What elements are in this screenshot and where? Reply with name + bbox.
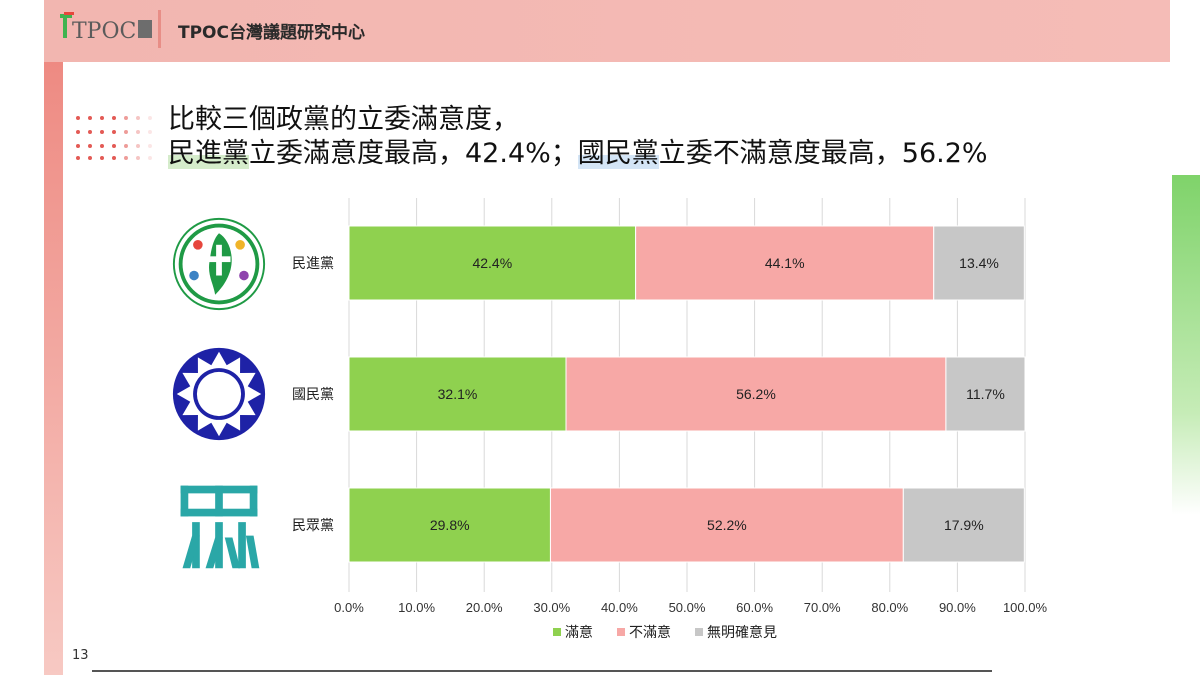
left-margin xyxy=(0,0,44,675)
data-label: 44.1% xyxy=(765,255,805,271)
x-tick-label: 0.0% xyxy=(334,600,364,615)
highlight-dpp: 民進黨 xyxy=(168,138,249,169)
x-tick-label: 60.0% xyxy=(736,600,773,615)
data-label: 17.9% xyxy=(944,517,984,533)
data-label: 29.8% xyxy=(430,517,470,533)
category-label: 民眾黨 xyxy=(292,517,334,533)
header-title: TPOC台灣議題研究中心 xyxy=(178,23,365,43)
category-label: 國民黨 xyxy=(292,386,334,402)
footer-line xyxy=(92,670,992,672)
bar-segment xyxy=(945,356,1026,432)
headline-line-2-text-a: 立委滿意度最高，42.4%； xyxy=(249,138,578,169)
x-tick-label: 100.0% xyxy=(1003,600,1048,615)
header-divider xyxy=(158,10,161,48)
kmt-emblem-icon xyxy=(172,347,266,441)
logo-mark-icon xyxy=(60,14,72,38)
data-label: 32.1% xyxy=(438,386,478,402)
x-tick-label: 50.0% xyxy=(669,600,706,615)
tpp-logo-icon xyxy=(180,485,260,569)
legend-swatch xyxy=(617,628,625,636)
tpoc-logo: TPOC xyxy=(60,12,152,44)
x-tick-label: 10.0% xyxy=(398,600,435,615)
bar-segment xyxy=(348,225,637,301)
legend-label: 滿意 xyxy=(565,624,593,640)
x-tick-label: 80.0% xyxy=(871,600,908,615)
header-bar xyxy=(44,0,1170,62)
headline-line-1: 比較三個政黨的立委滿意度， xyxy=(168,104,519,135)
data-label: 52.2% xyxy=(707,517,747,533)
left-accent-stripe xyxy=(44,60,63,675)
headline: 比較三個政黨的立委滿意度， 民進黨立委滿意度最高，42.4%；國民黨立委不滿意度… xyxy=(168,103,1158,171)
bar-segment xyxy=(565,356,947,432)
legend-label: 不滿意 xyxy=(629,624,671,640)
category-label: 民進黨 xyxy=(292,255,334,271)
x-tick-label: 70.0% xyxy=(804,600,841,615)
x-tick-label: 20.0% xyxy=(466,600,503,615)
logo-accent-icon xyxy=(64,12,74,15)
dpp-logo-icon xyxy=(172,217,266,311)
headline-line-2: 民進黨立委滿意度最高，42.4%；國民黨立委不滿意度最高，56.2% xyxy=(168,137,1158,171)
bar-segment xyxy=(635,225,935,301)
bar-segment xyxy=(902,487,1025,563)
logo-badge-icon xyxy=(138,20,152,38)
bar-segment xyxy=(549,487,904,563)
data-label: 13.4% xyxy=(959,255,999,271)
data-label: 42.4% xyxy=(472,255,512,271)
bar-segment xyxy=(933,225,1025,301)
headline-line-2-text-b: 立委不滿意度最高，56.2% xyxy=(658,138,988,169)
bar-segment xyxy=(348,487,551,563)
x-tick-label: 30.0% xyxy=(533,600,570,615)
decorative-dots xyxy=(76,116,152,160)
legend-swatch xyxy=(695,628,703,636)
x-tick-label: 90.0% xyxy=(939,600,976,615)
data-label: 56.2% xyxy=(736,386,776,402)
data-label: 11.7% xyxy=(966,386,1005,402)
logo-text: TPOC xyxy=(72,19,136,44)
legend-swatch xyxy=(553,628,561,636)
right-accent-stripe xyxy=(1172,175,1200,515)
page-number: 13 xyxy=(72,648,89,663)
highlight-kmt: 國民黨 xyxy=(577,138,659,169)
x-tick-label: 40.0% xyxy=(601,600,638,615)
legend-label: 無明確意見 xyxy=(707,624,777,640)
